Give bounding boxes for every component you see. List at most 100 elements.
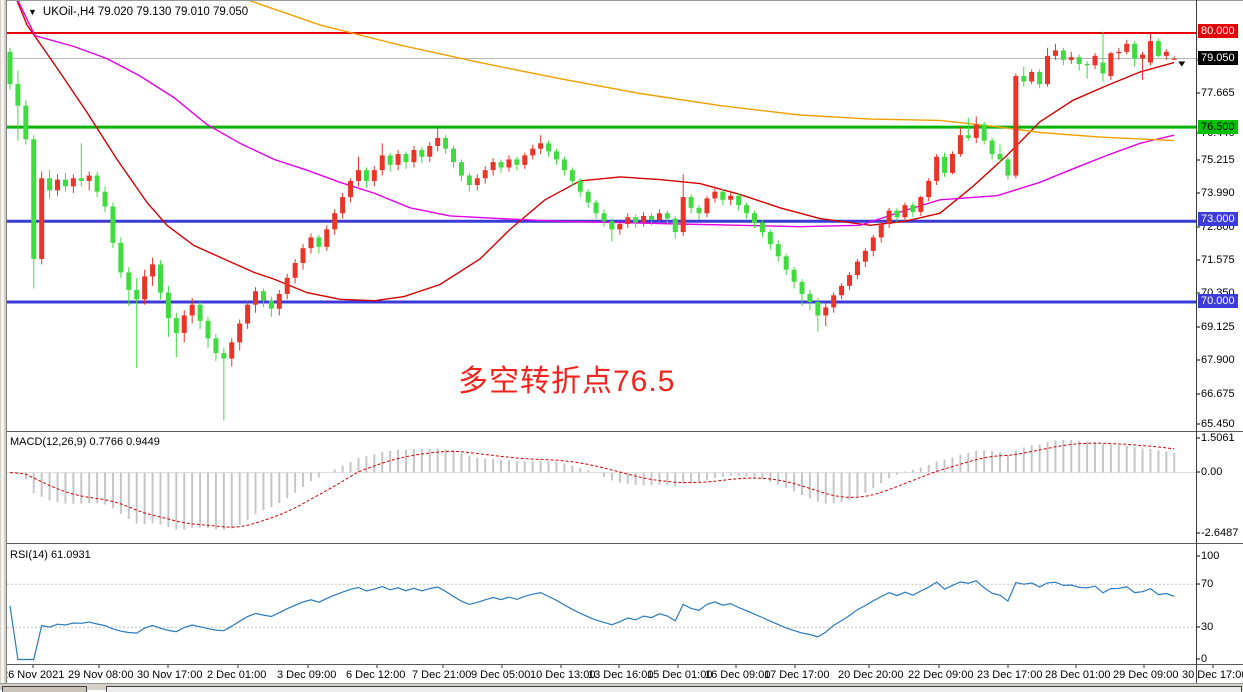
bottom-tab-1[interactable] — [2, 686, 87, 692]
price-macd-separator — [0, 431, 1243, 432]
candle-body — [308, 237, 314, 249]
ma-fast-red — [16, 1, 1175, 302]
candle-body — [1140, 54, 1146, 59]
candle-body — [672, 218, 678, 233]
candle-body — [205, 320, 211, 339]
candle-body — [482, 170, 488, 179]
candle-body — [1132, 43, 1138, 59]
candle-body — [1084, 63, 1090, 66]
candle-body — [466, 175, 472, 185]
candle-body — [173, 318, 179, 333]
macd-plot-group — [7, 440, 1196, 530]
candle-body — [276, 293, 282, 309]
candle-body — [720, 191, 726, 200]
candle-body — [561, 159, 567, 171]
candle-body — [1037, 72, 1043, 85]
candle-body — [577, 180, 583, 192]
price-axis-line — [1196, 0, 1197, 683]
candle-body — [15, 84, 21, 106]
price-plot-group — [7, 1, 1196, 421]
candle-body — [126, 272, 132, 290]
candle-body — [783, 256, 789, 270]
candle-body — [1163, 51, 1169, 56]
candle-body — [744, 205, 750, 214]
candle-body — [110, 206, 116, 243]
candle-body — [1108, 53, 1114, 77]
bottom-tab-strip — [0, 683, 1243, 692]
candle-body — [791, 269, 797, 282]
candle-body — [759, 222, 765, 233]
candle-body — [514, 159, 520, 165]
candle-body — [989, 140, 995, 155]
candle-body — [490, 162, 496, 171]
candle-body — [696, 207, 702, 214]
candle-body — [902, 205, 908, 218]
candle-body — [316, 237, 322, 247]
candle-body — [601, 213, 607, 222]
bottom-tab-2[interactable] — [106, 686, 1242, 692]
candle-body — [62, 179, 68, 187]
candle-body — [1005, 159, 1011, 176]
candle-body — [934, 156, 940, 181]
candle-body — [878, 223, 884, 238]
candle-body — [70, 178, 76, 187]
candle-body — [94, 175, 100, 192]
price-arrow-icon — [1178, 61, 1186, 67]
candle-body — [55, 179, 61, 191]
candle-body — [221, 353, 227, 359]
candle-body — [150, 264, 156, 277]
candle-body — [363, 170, 369, 181]
candle-body — [886, 210, 892, 224]
ma-slow-orange — [249, 1, 1175, 142]
candle-body — [1092, 55, 1098, 66]
candle-body — [395, 154, 401, 165]
candle-body — [894, 210, 900, 218]
candle-body — [181, 315, 187, 333]
candle-body — [736, 195, 742, 206]
candle-body — [7, 51, 13, 85]
candle-body — [324, 229, 330, 247]
candle-body — [134, 289, 140, 300]
candle-body — [411, 150, 417, 163]
candle-body — [870, 237, 876, 251]
candle-body — [1076, 57, 1082, 64]
candle-body — [585, 191, 591, 203]
candle-body — [142, 276, 148, 300]
candle-body — [458, 162, 464, 176]
candle-body — [86, 175, 92, 181]
candle-body — [799, 281, 805, 294]
candle-body — [712, 191, 718, 199]
rsi-timeaxis-separator — [0, 664, 1243, 665]
candle-body — [371, 170, 377, 181]
candle-body — [229, 342, 235, 359]
window-left-border — [0, 0, 7, 690]
candle-body — [403, 154, 409, 163]
candle-body — [949, 154, 955, 173]
candle-body — [348, 180, 354, 198]
candle-body — [854, 261, 860, 276]
candle-body — [862, 250, 868, 262]
candle-body — [522, 155, 528, 165]
candle-body — [704, 198, 710, 214]
candle-body — [165, 292, 171, 319]
candle-body — [355, 170, 361, 181]
candle-body — [237, 323, 243, 343]
candle-body — [1021, 76, 1027, 82]
candle-body — [332, 213, 338, 230]
candle-body — [656, 213, 662, 220]
candle-body — [189, 304, 195, 316]
candle-body — [957, 135, 963, 155]
candle-body — [379, 155, 385, 171]
candle-body — [641, 215, 647, 223]
candle-body — [118, 242, 124, 273]
candle-body — [546, 143, 552, 152]
candle-body — [1171, 58, 1177, 60]
candle-body — [847, 275, 853, 286]
candle-body — [664, 213, 670, 219]
candle-body — [807, 293, 813, 302]
macd-rsi-separator — [0, 543, 1243, 544]
candle-body — [31, 139, 37, 259]
candle-body — [538, 143, 544, 149]
